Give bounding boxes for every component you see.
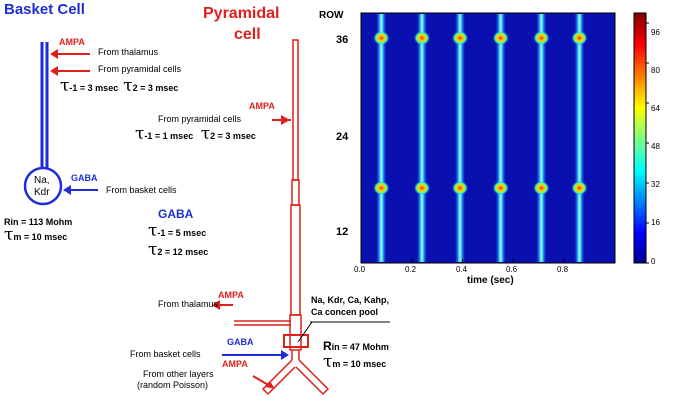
basket-ampa-label: AMPA [59, 37, 85, 47]
burst-stripe-0 [376, 14, 387, 262]
cbar-tick-32: 32 [651, 180, 660, 189]
basket-from-thalamus: From thalamus [98, 47, 159, 57]
time-tick-0: 0.0 [354, 265, 366, 274]
pyramidal-from-basket: From basket cells [130, 349, 201, 359]
hot-spot-2-row-36 [452, 31, 469, 45]
basket-from-pyramidal: From pyramidal cells [98, 64, 182, 74]
cbar-tick-80: 80 [651, 66, 660, 75]
basket-from-basket: From basket cells [106, 185, 177, 195]
pyramidal-channels-2: Ca concen pool [311, 307, 379, 317]
hot-spot-5-row-12 [571, 181, 588, 195]
basket-soma [23, 166, 63, 206]
row-tick-36: 36 [336, 34, 349, 46]
pyramidal-gaba-tau2: τ2 = 12 msec [148, 240, 209, 260]
pyramidal-gaba-tau1: τ-1 = 5 msec [148, 221, 207, 241]
pyramidal-gaba-label: GABA [158, 207, 194, 221]
pyramidal-ampa-other-label: AMPA [222, 359, 248, 369]
hot-spot-4-row-36 [533, 31, 550, 45]
pyramidal-ampa-thal-label: AMPA [218, 290, 244, 300]
time-tick-4: 0.8 [557, 265, 569, 274]
pyramidal-title-2: cell [234, 26, 261, 43]
cbar-tick-16: 16 [651, 218, 660, 227]
cbar-tick-0: 0 [651, 257, 656, 266]
hot-spot-0-row-36 [373, 31, 390, 45]
burst-stripe-3 [495, 14, 506, 262]
basket-cell-title: Basket Cell [4, 1, 85, 18]
pyramidal-title-1: Pyramidal [203, 5, 280, 22]
pyramidal-from-thalamus: From thalamus [158, 299, 219, 309]
cbar-tick-64: 64 [651, 104, 660, 113]
hot-spot-2-row-12 [452, 181, 469, 195]
hot-spot-1-row-12 [413, 181, 430, 195]
hot-spot-5-row-36 [571, 31, 588, 45]
colorbar [633, 12, 649, 264]
time-tick-1: 0.2 [405, 265, 417, 274]
hot-spot-1-row-36 [413, 31, 430, 45]
pyramidal-gaba-basket-label: GABA [227, 337, 254, 347]
cbar-tick-48: 48 [651, 142, 660, 151]
raster-xlabel: time (sec) [467, 275, 514, 286]
hot-spot-3-row-12 [492, 181, 509, 195]
pyramidal-channels-1: Na, Kdr, Ca, Kahp, [311, 295, 390, 305]
burst-stripe-1 [416, 14, 427, 262]
basket-tm: τm = 10 msec [4, 225, 68, 245]
basket-rin: Rin = 113 Mohm [4, 217, 73, 227]
row-tick-24: 24 [336, 131, 349, 143]
pyramidal-ampa-taus: τ-1 = 1 msec τ2 = 3 msec [135, 124, 256, 144]
time-tick-3: 0.6 [506, 265, 518, 274]
basket-gaba-label: GABA [71, 173, 98, 183]
basket-ampa-taus: τ-1 = 3 msec τ2 = 3 msec [60, 76, 179, 96]
row-tick-12: 12 [336, 226, 349, 238]
hot-spot-4-row-12 [533, 181, 550, 195]
hot-spot-3-row-36 [492, 31, 509, 45]
raster-plot [360, 12, 616, 264]
pyramidal-cell [212, 39, 390, 396]
cbar-tick-96: 96 [651, 28, 660, 37]
burst-stripe-5 [574, 14, 585, 262]
burst-stripe-4 [536, 14, 547, 262]
pyramidal-from-pyramidal: From pyramidal cells [158, 114, 242, 124]
basket-soma-channels-1: Na, [34, 175, 50, 186]
hot-spot-0-row-12 [373, 181, 390, 195]
pyramidal-ampa-label: AMPA [249, 101, 275, 111]
pyramidal-from-other-2: (random Poisson) [137, 380, 209, 390]
basket-soma-channels-2: Kdr [34, 187, 50, 198]
raster-ylabel: ROW [319, 10, 344, 21]
pyramidal-from-other-1: From other layers [143, 369, 214, 379]
basket-cell [23, 42, 98, 206]
pyramidal-tm: τm = 10 msec [323, 352, 387, 372]
pyramidal-rin: Rin = 47 Mohm [323, 339, 389, 353]
burst-stripe-2 [455, 14, 466, 262]
time-tick-2: 0.4 [456, 265, 468, 274]
